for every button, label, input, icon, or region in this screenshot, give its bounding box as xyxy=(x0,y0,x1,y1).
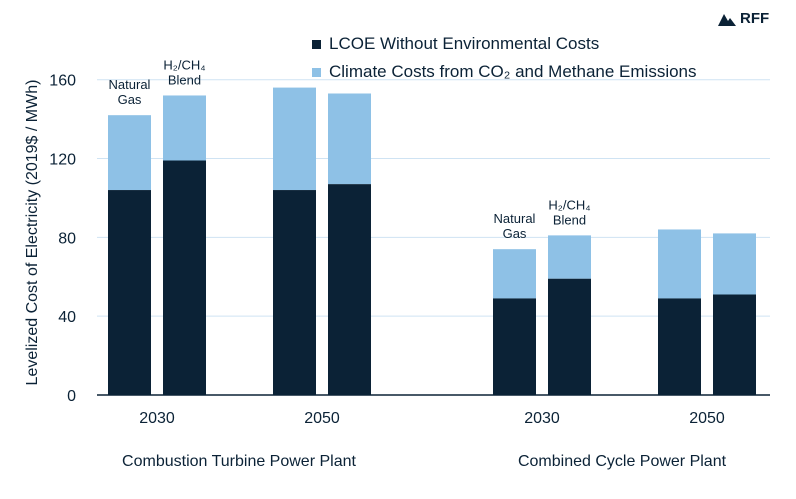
bar-category-label: H₂/CH₄ Blend xyxy=(548,197,590,227)
bar-lcoe xyxy=(163,160,206,395)
y-tick-label: 120 xyxy=(49,152,76,169)
legend-swatch-lcoe xyxy=(312,39,321,49)
bar-climate-costs xyxy=(493,249,536,299)
plant-label-combined-cycle: Combined Cycle Power Plant xyxy=(518,453,727,470)
y-axis-title: Levelized Cost of Electricity (2019$ / M… xyxy=(24,80,41,386)
x-tick-label: 2030 xyxy=(139,410,175,427)
legend-label-lcoe: LCOE Without Environmental Costs xyxy=(329,34,600,53)
logo-text: RFF xyxy=(740,10,770,27)
mountain-logo-icon xyxy=(718,13,736,26)
plant-label-combustion-turbine: Combustion Turbine Power Plant xyxy=(122,453,356,470)
bar-climate-costs xyxy=(108,115,151,191)
bar-lcoe xyxy=(328,184,371,395)
legend-item-lcoe: LCOE Without Environmental Costs xyxy=(312,30,697,58)
bar-category-label: Natural Gas xyxy=(109,77,151,107)
bar-category-label: Natural Gas xyxy=(494,211,536,241)
x-tick-label: 2030 xyxy=(524,410,560,427)
y-tick-label: 160 xyxy=(49,73,76,90)
x-tick-label: 2050 xyxy=(304,410,340,427)
y-tick-label: 0 xyxy=(67,388,76,405)
bar-climate-costs xyxy=(713,233,756,295)
bar-lcoe xyxy=(658,298,701,395)
bar-category-label: H₂/CH₄ Blend xyxy=(163,57,205,87)
bar-lcoe xyxy=(493,298,536,395)
bar-climate-costs xyxy=(658,229,701,299)
x-tick-label: 2050 xyxy=(689,410,725,427)
bar-lcoe xyxy=(108,190,151,395)
y-tick-label: 40 xyxy=(58,309,76,326)
bar-lcoe xyxy=(273,190,316,395)
bar-lcoe xyxy=(548,278,591,395)
bar-climate-costs xyxy=(548,235,591,279)
bar-lcoe xyxy=(713,294,756,395)
legend-swatch-climate xyxy=(312,67,321,77)
legend-label-climate: Climate Costs from CO₂ and Methane Emiss… xyxy=(329,62,697,81)
bar-climate-costs xyxy=(163,95,206,161)
bar-climate-costs xyxy=(328,93,371,185)
y-tick-label: 80 xyxy=(58,230,76,247)
legend: LCOE Without Environmental Costs Climate… xyxy=(312,30,697,86)
bar-climate-costs xyxy=(273,87,316,191)
legend-item-climate: Climate Costs from CO₂ and Methane Emiss… xyxy=(312,58,697,86)
rff-logo: RFF xyxy=(718,10,769,27)
